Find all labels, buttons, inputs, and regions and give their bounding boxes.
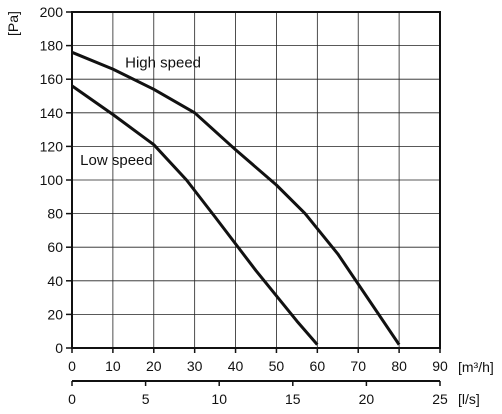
y-tick-labels: 0 20 40 60 80 100 120 140 160 180 200 <box>40 4 72 356</box>
x-tick-label-1: 10 <box>105 358 121 374</box>
x-tick-label-8: 80 <box>391 358 407 374</box>
x-tick-label-7: 70 <box>350 358 366 374</box>
x-tick-label-6: 60 <box>310 358 326 374</box>
y-tick-label-8: 160 <box>40 71 64 87</box>
x-tick-label-9: 90 <box>432 358 448 374</box>
x-tick-label-4: 40 <box>228 358 244 374</box>
x2-tick-label-5: 25 <box>432 391 448 407</box>
x-axis-label: [m³/h] <box>458 359 494 375</box>
secondary-x-axis-label: [l/s] <box>458 391 480 407</box>
high-speed-curve <box>71 50 401 346</box>
high-speed-label: High speed <box>125 54 201 71</box>
y-tick-label-7: 140 <box>40 105 64 121</box>
low-speed-curve <box>71 84 319 346</box>
x2-tick-label-4: 20 <box>359 391 375 407</box>
y-tick-label-2: 40 <box>47 273 63 289</box>
secondary-x-axis: 0 5 10 15 20 25 <box>68 380 448 407</box>
x2-tick-label-1: 5 <box>142 391 150 407</box>
y-tick-label-3: 60 <box>47 239 63 255</box>
low-speed-label: Low speed <box>80 152 153 169</box>
x2-tick-label-0: 0 <box>68 391 76 407</box>
y-tick-label-4: 80 <box>47 206 63 222</box>
y-tick-label-5: 100 <box>40 172 64 188</box>
x-tick-labels: 0 10 20 30 40 50 60 70 80 90 <box>68 348 448 374</box>
x2-tick-label-3: 15 <box>285 391 301 407</box>
x2-tick-label-2: 10 <box>211 391 227 407</box>
curves <box>71 50 401 346</box>
y-tick-label-9: 180 <box>40 38 64 54</box>
x-tick-label-3: 30 <box>187 358 203 374</box>
annotations: High speed Low speed <box>80 54 201 168</box>
x-tick-label-2: 20 <box>146 358 162 374</box>
y-tick-label-6: 120 <box>40 138 64 154</box>
x-tick-label-0: 0 <box>68 358 76 374</box>
y-axis-label: [Pa] <box>5 11 21 36</box>
y-tick-label-0: 0 <box>55 340 63 356</box>
y-tick-label-1: 20 <box>47 306 63 322</box>
y-tick-label-10: 200 <box>40 4 64 20</box>
x-tick-label-5: 50 <box>269 358 285 374</box>
